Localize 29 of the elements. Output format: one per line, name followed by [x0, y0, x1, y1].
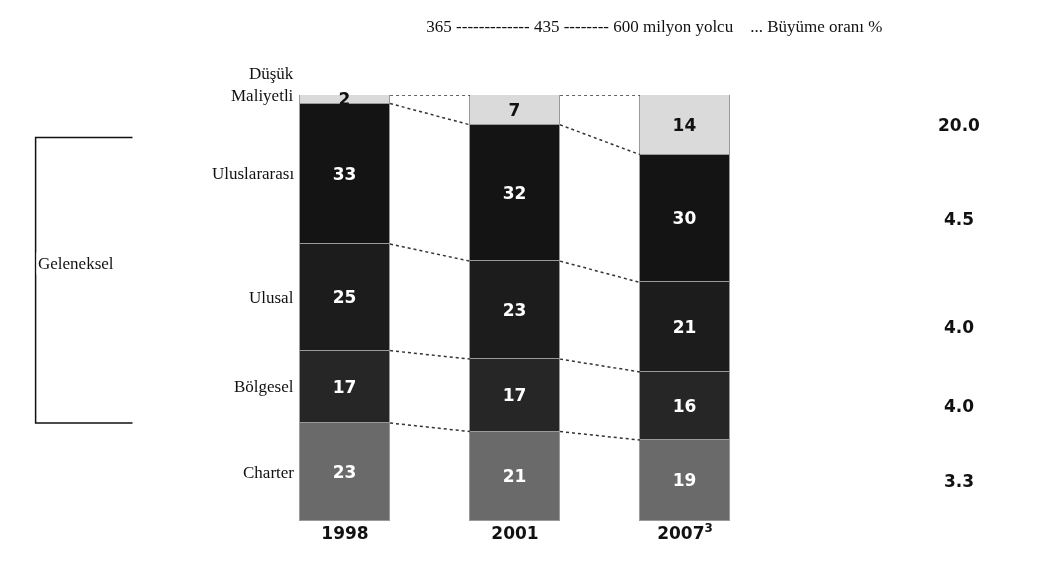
- data-label: 21: [502, 466, 527, 486]
- text: 3.3: [944, 471, 975, 491]
- data-label: 7: [508, 99, 521, 120]
- text: 4.0: [944, 317, 975, 337]
- text: 4.0: [944, 396, 975, 416]
- x-tick-label: 1998: [321, 523, 369, 543]
- data-label: 32: [502, 182, 527, 203]
- data-label: 25: [332, 287, 357, 307]
- data-label: 19: [672, 470, 697, 490]
- text: 4.5: [944, 209, 975, 229]
- data-label: 21: [672, 316, 697, 337]
- text: Geleneksel: [38, 254, 114, 273]
- series-label: Ulusal: [249, 288, 294, 307]
- data-label: 30: [672, 208, 697, 228]
- series-label: Düşük Maliyetli: [231, 64, 294, 106]
- data-label: 16: [672, 395, 697, 416]
- chart-title: 365 ------------- 435 -------- 600 milyon yolcu ... Büyüme oranı %: [426, 16, 883, 36]
- data-label: 17: [502, 385, 527, 405]
- series-label: Charter: [243, 463, 295, 482]
- data-label: 23: [332, 461, 357, 482]
- data-label: 23: [502, 299, 527, 320]
- data-label: 33: [332, 163, 357, 184]
- data-label: 17: [332, 376, 357, 397]
- data-label: 14: [672, 114, 697, 135]
- x-tick-label: 2001: [491, 523, 539, 543]
- text: 20.0: [938, 115, 981, 135]
- series-label: Bölgesel: [234, 377, 294, 396]
- x-tick-label: 2007$^{3}$: [657, 520, 713, 543]
- series-label: Uluslararası: [212, 164, 295, 183]
